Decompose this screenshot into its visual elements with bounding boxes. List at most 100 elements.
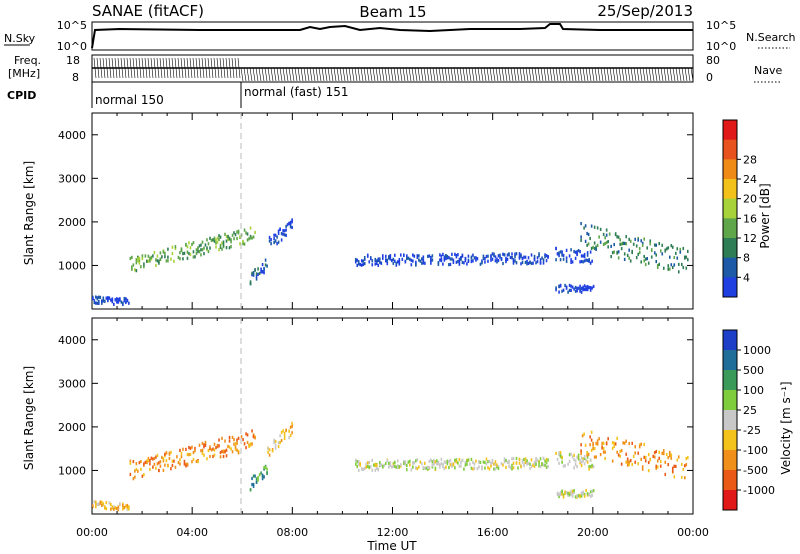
- echo-cell: [461, 458, 464, 463]
- nave-hatch-mark: [267, 67, 271, 82]
- y-tick-label: 4000: [58, 334, 86, 347]
- nave-hatch-mark: [597, 67, 601, 82]
- echo-cell: [261, 269, 264, 274]
- echo-cell: [558, 453, 560, 457]
- echo-cell: [242, 438, 244, 442]
- nave-hatch-mark: [633, 67, 637, 82]
- echo-cell: [291, 218, 293, 222]
- nave-hatch-mark: [357, 67, 361, 82]
- echo-cell: [252, 434, 255, 438]
- echo-cell: [611, 446, 614, 451]
- echo-cell: [102, 502, 105, 506]
- echo-cell: [653, 451, 656, 455]
- echo-cell: [634, 237, 637, 241]
- echo-cell: [356, 464, 359, 469]
- echo-cell: [592, 447, 594, 451]
- echo-cell: [623, 441, 626, 445]
- nave-hatch-mark: [327, 67, 331, 82]
- station-title: SANAE (fitACF): [92, 2, 204, 20]
- echo-cell: [577, 494, 580, 498]
- echo-cell: [602, 447, 605, 451]
- echo-cell: [173, 259, 175, 263]
- colorbar-tick-label: -100: [743, 444, 768, 457]
- echo-cell: [273, 233, 275, 237]
- y-tick-label: 1000: [58, 464, 86, 477]
- echo-cell: [401, 257, 404, 261]
- echo-cell: [283, 229, 286, 233]
- nave-hatch-mark: [564, 67, 568, 82]
- echo-cell: [589, 288, 592, 292]
- echo-cell: [586, 492, 589, 496]
- power-panel-frame: [91, 112, 694, 310]
- echo-cell: [455, 255, 458, 259]
- echo-cell: [580, 491, 583, 495]
- echo-cell: [167, 464, 169, 468]
- echo-cell: [107, 296, 109, 300]
- echo-cell: [155, 466, 157, 470]
- echo-cell: [249, 281, 252, 286]
- echo-cell: [245, 432, 247, 436]
- echo-cell: [147, 456, 150, 461]
- echo-cell: [558, 461, 560, 465]
- echo-cell: [125, 504, 127, 508]
- echo-cell: [233, 237, 235, 241]
- echo-cell: [289, 220, 292, 224]
- echo-cell: [122, 503, 124, 508]
- echo-cell: [487, 466, 489, 470]
- echo-cell: [511, 256, 513, 260]
- echo-cell: [559, 454, 562, 458]
- echo-cell: [593, 455, 596, 459]
- freq-tick-low: 8: [72, 71, 79, 84]
- echo-cell: [595, 441, 597, 446]
- echo-cell: [141, 256, 144, 261]
- echo-cell: [261, 473, 264, 477]
- echo-cell: [616, 450, 618, 454]
- echo-cell: [514, 259, 516, 263]
- echo-cell: [164, 255, 166, 259]
- echo-cell: [472, 253, 474, 257]
- echo-cell: [592, 245, 594, 249]
- echo-cell: [430, 458, 432, 462]
- echo-cell: [455, 460, 458, 464]
- echo-cell: [466, 262, 468, 266]
- x-tick-label: 04:00: [176, 526, 208, 539]
- date-title: 25/Sep/2013: [597, 2, 693, 20]
- echo-cell: [668, 255, 671, 259]
- echo-cell: [192, 241, 195, 245]
- echo-cell: [667, 264, 670, 268]
- x-tick-label: 00:00: [677, 526, 709, 539]
- nave-hatch-mark: [588, 67, 592, 82]
- echo-cell: [289, 433, 292, 438]
- nave-hatch-mark: [333, 67, 337, 82]
- echo-cell: [662, 266, 665, 270]
- nave-hatch-mark: [600, 67, 604, 82]
- echo-cell: [240, 233, 243, 237]
- echo-cell: [440, 461, 443, 466]
- echo-cell: [146, 460, 148, 465]
- echo-cell: [668, 454, 671, 458]
- echo-cell: [523, 464, 525, 468]
- echo-cell: [365, 462, 368, 466]
- echo-cell: [188, 453, 190, 457]
- echo-cell: [279, 227, 281, 231]
- echo-cell: [406, 468, 408, 472]
- echo-cell: [113, 302, 115, 306]
- echo-cell: [617, 250, 620, 254]
- echo-cell: [497, 464, 500, 469]
- echo-cell: [101, 299, 103, 303]
- echo-cell: [188, 445, 190, 450]
- echo-cell: [626, 253, 629, 258]
- echo-cell: [137, 469, 139, 473]
- echo-cell: [607, 245, 609, 249]
- echo-cell: [593, 225, 596, 229]
- echo-cell: [159, 257, 162, 261]
- echo-cell: [135, 462, 138, 466]
- nave-hatch-mark: [567, 67, 571, 82]
- echo-cell: [686, 249, 689, 254]
- echo-cell: [613, 250, 615, 254]
- echo-cell: [530, 464, 533, 469]
- echo-cell: [282, 429, 284, 433]
- echo-cell: [451, 252, 453, 256]
